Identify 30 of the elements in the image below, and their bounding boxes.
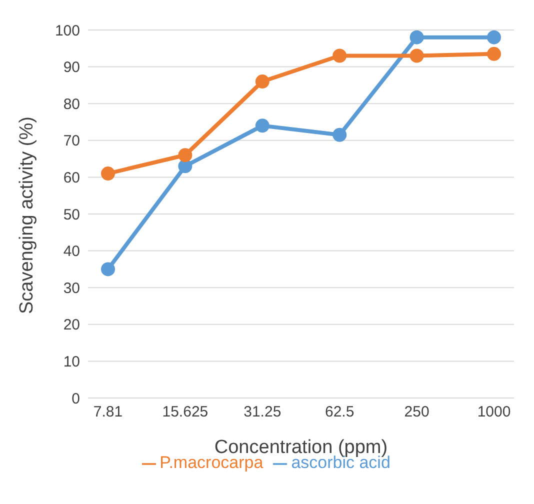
point — [487, 30, 501, 44]
point — [178, 159, 192, 174]
y-tick-label: 90 — [63, 59, 80, 76]
y-tick-label: 100 — [54, 22, 80, 40]
x-tick-label: 62.5 — [325, 404, 354, 421]
point — [101, 262, 115, 276]
point — [178, 148, 192, 162]
y-tick-label: 60 — [63, 170, 80, 187]
point — [332, 48, 347, 63]
y-tick-label: 40 — [63, 243, 80, 260]
x-tick-label: 250 — [404, 404, 430, 421]
x-tick-label: 31.25 — [244, 404, 282, 421]
point — [255, 74, 270, 89]
y-tick-label: 80 — [63, 96, 80, 113]
point — [410, 48, 424, 63]
point — [101, 166, 115, 181]
point — [332, 128, 347, 142]
y-axis-title: Scavenging activity (%) — [16, 116, 38, 314]
y-tick-label: 30 — [63, 280, 80, 297]
x-tick-label: 1000 — [477, 404, 511, 421]
point — [487, 46, 501, 61]
y-tick-label: 10 — [63, 354, 80, 371]
point — [410, 30, 424, 44]
x-tick-label: 7.81 — [93, 404, 123, 421]
y-tick-label: 20 — [63, 316, 80, 334]
x-tick-label: 15.625 — [162, 404, 208, 421]
y-tick-label: 70 — [63, 132, 80, 150]
point — [255, 118, 270, 133]
y-tick-label: 50 — [63, 206, 80, 224]
y-tick-label: 0 — [72, 390, 80, 408]
